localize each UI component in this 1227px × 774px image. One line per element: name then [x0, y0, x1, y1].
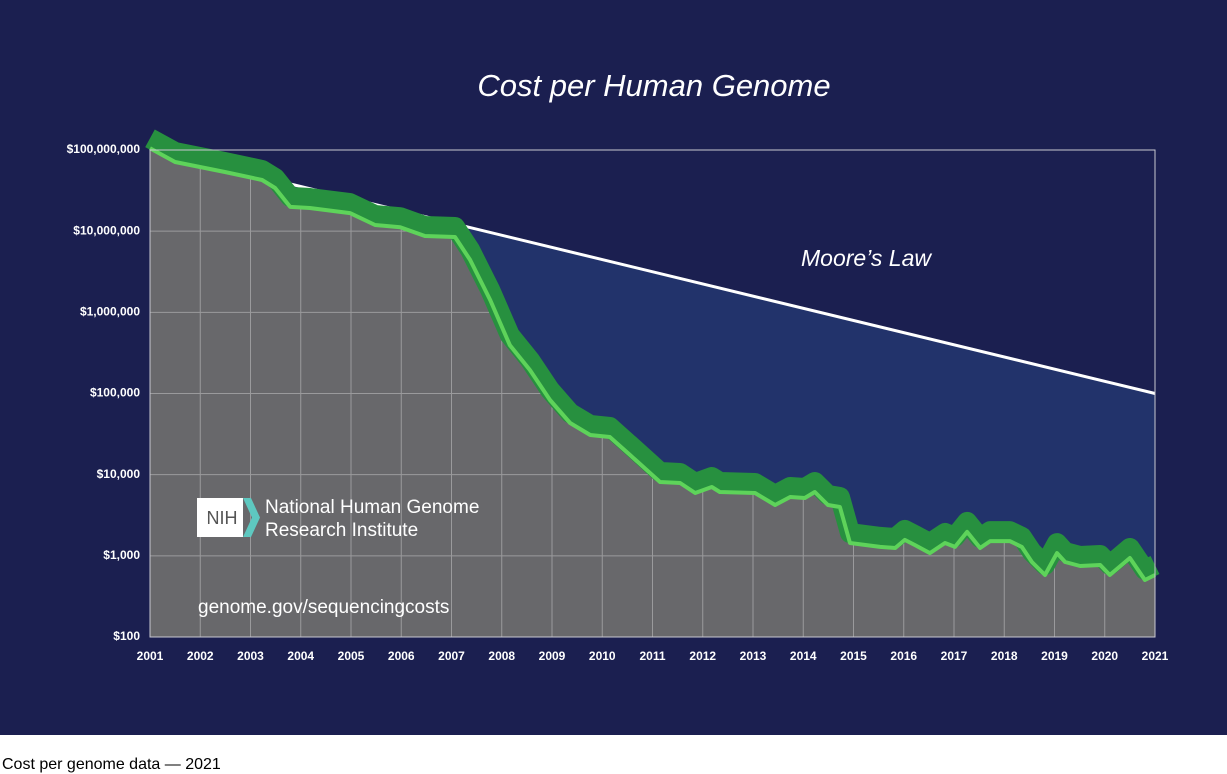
x-tick-label: 2017 — [941, 649, 968, 663]
x-tick-label: 2010 — [589, 649, 616, 663]
x-tick-label: 2020 — [1091, 649, 1118, 663]
x-tick-label: 2012 — [689, 649, 716, 663]
y-tick-label: $1,000 — [103, 548, 140, 562]
x-tick-label: 2014 — [790, 649, 817, 663]
cost-line — [149, 146, 1156, 582]
x-tick-label: 2009 — [539, 649, 566, 663]
x-tick-label: 2011 — [639, 649, 665, 663]
y-tick-label: $10,000 — [97, 467, 141, 481]
x-tick-label: 2007 — [438, 649, 465, 663]
x-tick-label: 2021 — [1142, 649, 1169, 663]
logo-box — [197, 498, 243, 537]
logo-line: National Human Genome — [265, 497, 479, 518]
logo-abbr: NIH — [207, 508, 238, 528]
x-tick-label: 2015 — [840, 649, 867, 663]
x-tick-label: 2001 — [137, 649, 164, 663]
chart-title: Cost per Human Genome — [477, 68, 830, 103]
x-tick-label: 2013 — [740, 649, 767, 663]
y-tick-label: $100 — [113, 629, 140, 643]
x-tick-label: 2018 — [991, 649, 1018, 663]
logo-line: Research Institute — [265, 520, 418, 541]
source-url: genome.gov/sequencingcosts — [198, 597, 449, 618]
caption: Cost per genome data — 2021 — [2, 756, 221, 773]
logo-chevron — [243, 498, 260, 537]
x-tick-label: 2005 — [338, 649, 365, 663]
y-tick-label: $10,000,000 — [73, 223, 140, 237]
cost-band — [145, 129, 1160, 580]
x-tick-label: 2002 — [187, 649, 214, 663]
x-tick-label: 2019 — [1041, 649, 1068, 663]
x-tick-label: 2016 — [890, 649, 917, 663]
y-tick-label: $100,000 — [90, 386, 140, 400]
plot-frame — [149, 149, 1156, 638]
x-tick-label: 2003 — [237, 649, 264, 663]
y-tick-label: $1,000,000 — [80, 305, 140, 319]
y-tick-label: $100,000,000 — [67, 142, 141, 156]
x-tick-label: 2004 — [287, 649, 314, 663]
plot: $100 $1,000 $10,000 $100,000 $1,000,000 $10,0… — [67, 129, 1169, 663]
x-tick-label: 2006 — [388, 649, 415, 663]
x-tick-label: 2008 — [488, 649, 515, 663]
moore-label: Moore’s Law — [801, 245, 932, 271]
